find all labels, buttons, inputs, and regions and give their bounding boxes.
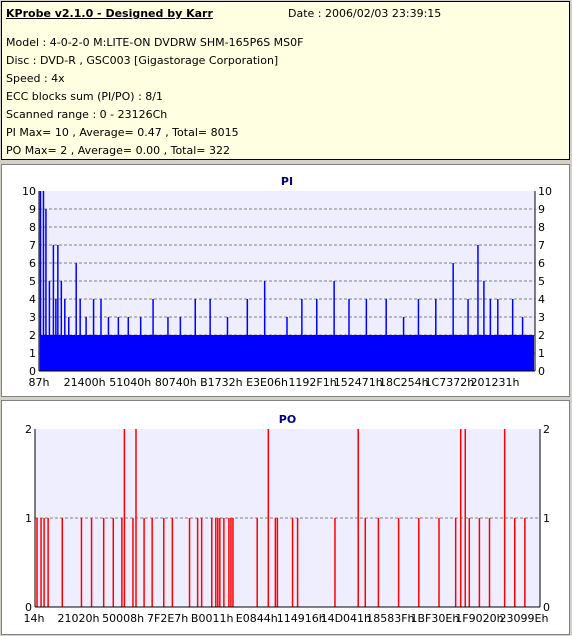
app-title: KProbe v2.1.0 - Designed by Karr bbox=[6, 7, 213, 20]
x-tick-label: 1BF30Eh bbox=[411, 612, 460, 625]
y-tick-label-right: 10 bbox=[538, 185, 552, 198]
y-tick-label-left: 8 bbox=[29, 221, 36, 234]
x-tick-label: 201231h bbox=[471, 376, 520, 389]
y-tick-label-right: 3 bbox=[538, 311, 545, 324]
chart-title: PI bbox=[281, 175, 293, 188]
x-tick-label: 14D041h bbox=[321, 612, 371, 625]
y-tick-label-right: 7 bbox=[538, 239, 545, 252]
pi-stats-line: PI Max= 10 , Average= 0.47 , Total= 8015 bbox=[6, 126, 239, 139]
x-tick-label: 152471h bbox=[334, 376, 383, 389]
x-tick-label: 18583Fh bbox=[366, 612, 414, 625]
x-tick-label: 18C254h bbox=[379, 376, 429, 389]
y-tick-label-left: 9 bbox=[29, 203, 36, 216]
y-tick-label-left: 0 bbox=[25, 601, 32, 614]
y-tick-label-right: 2 bbox=[538, 329, 545, 342]
y-tick-label-left: 0 bbox=[29, 365, 36, 378]
x-tick-label: E3E06h bbox=[246, 376, 288, 389]
po-chart-panel: PO 0 0 1 1 2 2 14h 21020h 50008h 7F2E7h B0011h E0844… bbox=[1, 400, 570, 635]
y-tick-label-right: 1 bbox=[543, 512, 550, 525]
disc-line: Disc : DVD-R , GSC003 [Gigastorage Corpo… bbox=[6, 54, 279, 67]
y-tick-label-left: 1 bbox=[25, 512, 32, 525]
x-tick-label: 1C7372h bbox=[425, 376, 475, 389]
y-tick-label-right: 0 bbox=[543, 601, 550, 614]
speed-line: Speed : 4x bbox=[6, 72, 65, 85]
y-tick-label-left: 2 bbox=[25, 423, 32, 436]
y-tick-label-left: 10 bbox=[22, 185, 36, 198]
y-tick-label-right: 5 bbox=[538, 275, 545, 288]
y-tick-label-right: 4 bbox=[538, 293, 545, 306]
x-tick-label: 14h bbox=[24, 612, 45, 625]
chart-title: PO bbox=[279, 413, 296, 426]
x-tick-label: 51040h bbox=[109, 376, 151, 389]
y-tick-label-left: 2 bbox=[29, 329, 36, 342]
ecc-line: ECC blocks sum (PI/PO) : 8/1 bbox=[6, 90, 163, 103]
x-tick-label: E0844h bbox=[236, 612, 278, 625]
y-tick-label-left: 4 bbox=[29, 293, 36, 306]
y-tick-label-left: 6 bbox=[29, 257, 36, 270]
y-tick-label-left: 7 bbox=[29, 239, 36, 252]
x-tick-label: 80740h bbox=[155, 376, 197, 389]
po-chart: PO 0 0 1 1 2 2 14h 21020h 50008h 7F2E7h B0011h E0844… bbox=[24, 413, 550, 625]
pi-chart-panel: PI 0 0 1 1 2 2 3 3 4 4 5 5 6 6 7 7 8 8 9 9 10 10 87h 21400h 51040… bbox=[1, 164, 570, 397]
info-panel: KProbe v2.1.0 - Designed by Karr Date : … bbox=[1, 1, 570, 160]
y-tick-label-left: 1 bbox=[29, 347, 36, 360]
y-tick-label-left: 5 bbox=[29, 275, 36, 288]
x-tick-label: B0011h bbox=[191, 612, 234, 625]
x-tick-label: 87h bbox=[29, 376, 50, 389]
x-tick-label: 1F9020h bbox=[455, 612, 503, 625]
x-tick-label: 114916h bbox=[277, 612, 326, 625]
x-tick-label: 1192F1h bbox=[288, 376, 336, 389]
x-tick-label: 21020h bbox=[58, 612, 100, 625]
y-tick-label-left: 3 bbox=[29, 311, 36, 324]
y-tick-label-right: 1 bbox=[538, 347, 545, 360]
y-tick-label-right: 9 bbox=[538, 203, 545, 216]
y-tick-label-right: 2 bbox=[543, 423, 550, 436]
po-stats-line: PO Max= 2 , Average= 0.00 , Total= 322 bbox=[6, 144, 230, 157]
x-tick-label: 50008h bbox=[102, 612, 144, 625]
x-tick-label: B1732h bbox=[200, 376, 243, 389]
range-line: Scanned range : 0 - 23126Ch bbox=[6, 108, 168, 121]
x-tick-label: 23099Eh bbox=[500, 612, 549, 625]
x-tick-label: 7F2E7h bbox=[147, 612, 188, 625]
y-tick-label-right: 0 bbox=[538, 365, 545, 378]
y-tick-label-right: 6 bbox=[538, 257, 545, 270]
x-tick-label: 21400h bbox=[64, 376, 106, 389]
pi-chart: PI 0 0 1 1 2 2 3 3 4 4 5 5 6 6 7 7 8 8 9 9 10 10 87h 21400h 51040… bbox=[22, 175, 552, 389]
y-tick-label-right: 8 bbox=[538, 221, 545, 234]
scan-date: Date : 2006/02/03 23:39:15 bbox=[288, 7, 442, 20]
model-line: Model : 4-0-2-0 M:LITE-ON DVDRW SHM-165P… bbox=[6, 36, 304, 49]
